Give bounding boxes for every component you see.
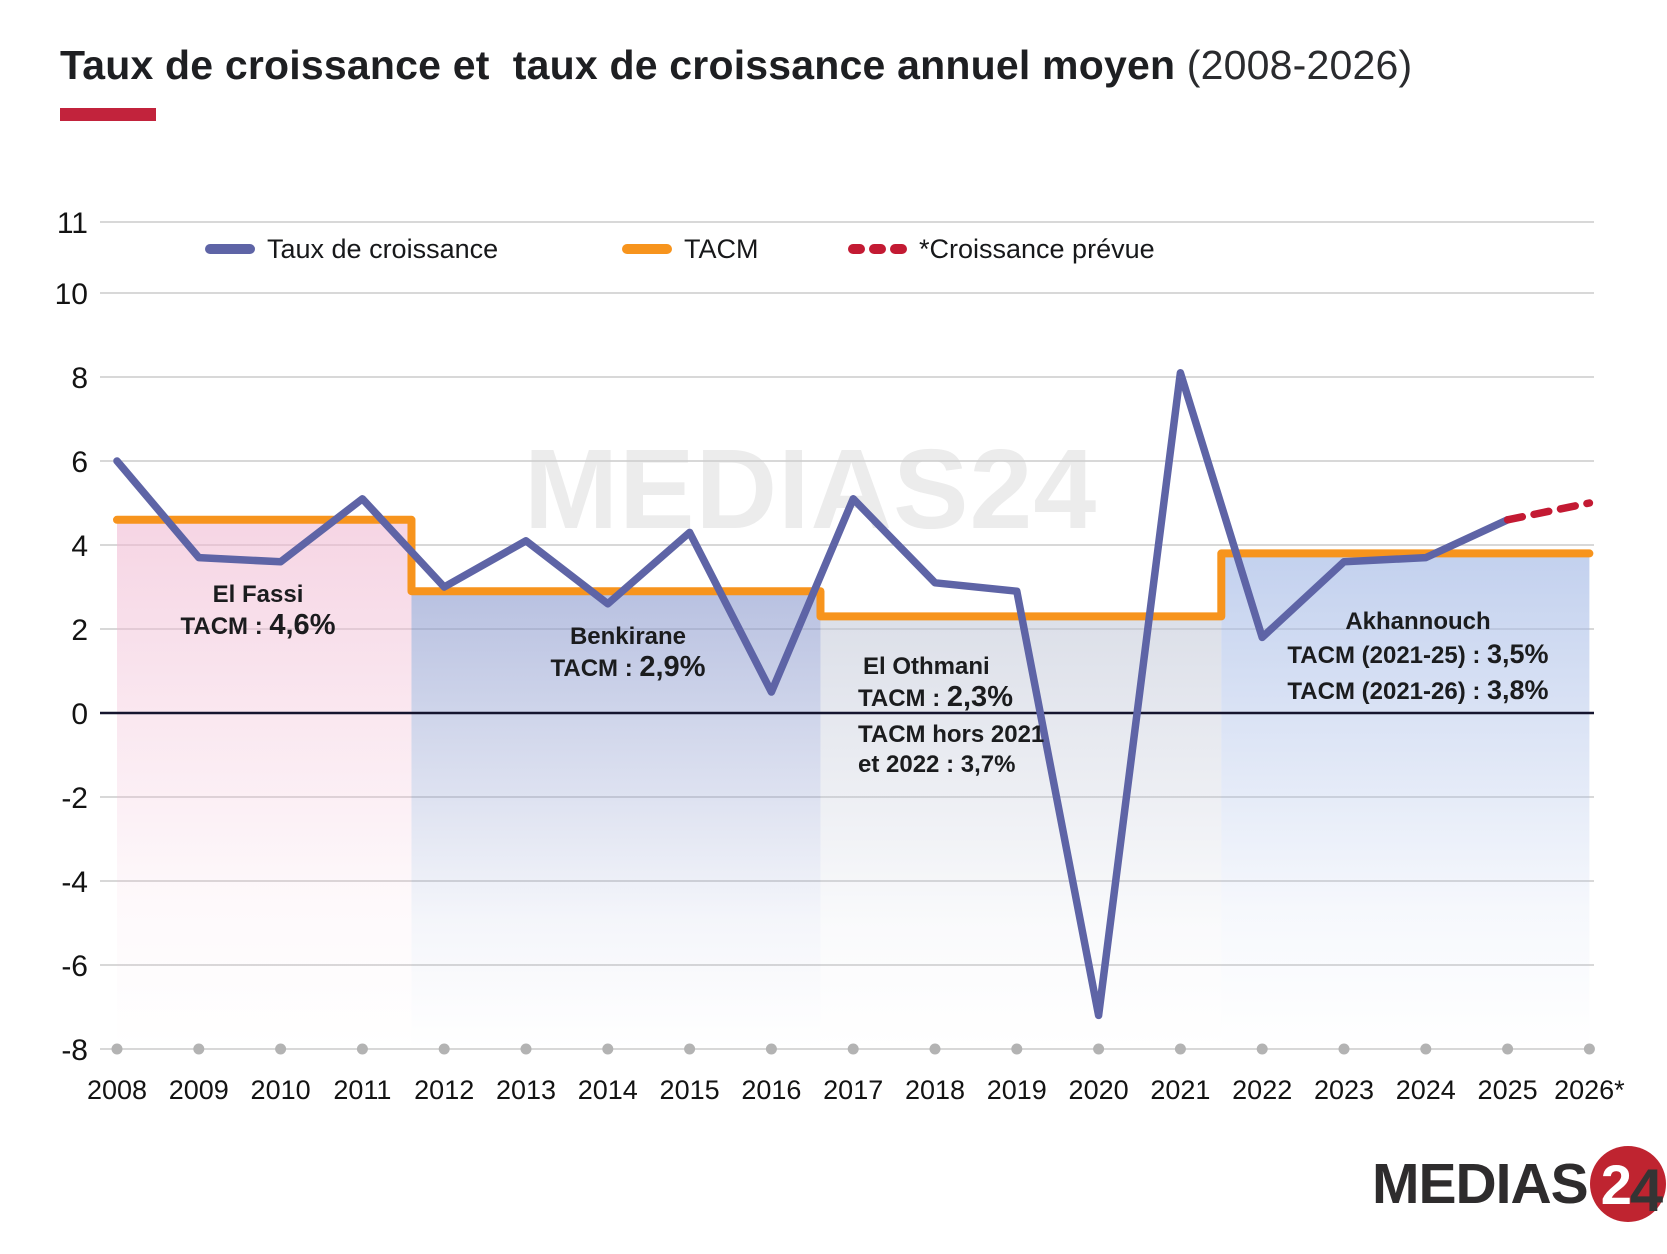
page-title: Taux de croissance et taux de croissance…	[60, 42, 1412, 89]
svg-text:2021: 2021	[1150, 1075, 1210, 1105]
el-fassi-name: El Fassi	[212, 581, 304, 608]
title-period: (2008-2026)	[1186, 42, 1413, 88]
svg-text:2022: 2022	[1232, 1075, 1292, 1105]
el-othmani-note-line1: TACM hors 2021	[858, 721, 1045, 748]
annotation-el-fassi: El Fassi TACM : 4,6%	[128, 580, 388, 642]
svg-text:2024: 2024	[1396, 1075, 1456, 1105]
legend-label-tacm: TACM	[684, 233, 759, 264]
region-shading	[117, 519, 1590, 1049]
forecast-dashed-swatch-icon	[848, 244, 907, 254]
el-fassi-tacm-value: 4,6%	[269, 609, 336, 641]
svg-text:2012: 2012	[414, 1075, 474, 1105]
legend-label-forecast: *Croissance prévue	[919, 233, 1155, 264]
svg-text:-6: -6	[61, 950, 88, 983]
el-othmani-note-line2: et 2022 : 3,7%	[858, 751, 1016, 778]
svg-text:2015: 2015	[660, 1075, 720, 1105]
logo-24-badge: 2 4	[1589, 1146, 1666, 1224]
svg-text:2026*: 2026*	[1554, 1075, 1625, 1105]
growth-line	[113, 369, 1512, 1020]
svg-text:2010: 2010	[251, 1075, 311, 1105]
akhannouch-tacm1-label: TACM (2021-25) :	[1287, 642, 1488, 669]
medias24-watermark: MEDIAS24	[524, 426, 1098, 552]
annotation-akhannouch: Akhannouch TACM (2021-25) : 3,5% TACM (2…	[1245, 607, 1591, 707]
svg-text:10: 10	[55, 278, 88, 311]
svg-text:4: 4	[71, 530, 88, 563]
el-fassi-tacm-label: TACM :	[180, 613, 270, 640]
medias24-logo: MEDIAS 2 4	[1372, 1146, 1666, 1224]
title-main: Taux de croissance et taux de croissance…	[60, 42, 1176, 88]
legend-label-growth: Taux de croissance	[267, 233, 499, 264]
svg-text:-8: -8	[61, 1034, 88, 1067]
akhannouch-tacm2-value: 3,8%	[1487, 675, 1549, 705]
title-underline-bar	[60, 108, 156, 121]
svg-text:8: 8	[71, 362, 88, 395]
akhannouch-tacm2-label: TACM (2021-26) :	[1287, 678, 1488, 705]
benkirane-tacm-label: TACM :	[550, 655, 640, 682]
annotation-benkirane: Benkirane TACM : 2,9%	[498, 622, 758, 684]
logo-red-circle-icon	[1589, 1146, 1666, 1222]
el-othmani-name: El Othmani	[863, 653, 990, 680]
benkirane-tacm-value: 2,9%	[639, 651, 706, 683]
x-axis-labels: 2008 2009 2010 2011 2012 2013 2014 2015 2016 2017…	[87, 1075, 1625, 1105]
annotation-el-othmani: El Othmani TACM : 2,3% TACM hors 2021 et…	[858, 652, 1158, 780]
akhannouch-name: Akhannouch	[1345, 608, 1491, 635]
akhannouch-tacm1-value: 3,5%	[1487, 639, 1549, 669]
year-dots	[111, 1043, 1595, 1055]
svg-text:2023: 2023	[1314, 1075, 1374, 1105]
svg-text:2009: 2009	[169, 1075, 229, 1105]
svg-text:-2: -2	[61, 782, 88, 815]
el-othmani-tacm-label: TACM :	[858, 685, 947, 712]
svg-text:2019: 2019	[987, 1075, 1047, 1105]
svg-text:0: 0	[71, 698, 88, 731]
svg-text:2014: 2014	[578, 1075, 638, 1105]
legend-item-growth: Taux de croissance	[205, 232, 498, 266]
y-axis-labels: 11 10 8 6 4 2 0 -2 -4 -6 -8	[55, 207, 88, 1067]
svg-text:2017: 2017	[823, 1075, 883, 1105]
svg-text:2013: 2013	[496, 1075, 556, 1105]
logo-wordmark: MEDIAS	[1372, 1152, 1589, 1216]
svg-text:2025: 2025	[1478, 1075, 1538, 1105]
forecast-dashed-line	[1503, 499, 1594, 524]
svg-text:2016: 2016	[741, 1075, 801, 1105]
svg-text:2008: 2008	[87, 1075, 147, 1105]
svg-text:11: 11	[57, 207, 88, 240]
el-othmani-tacm-value: 2,3%	[946, 681, 1013, 713]
svg-text:2011: 2011	[333, 1075, 391, 1105]
growth-line-swatch-icon	[205, 244, 255, 254]
logo-digit-4: 4	[1629, 1157, 1664, 1224]
svg-text:6: 6	[71, 446, 88, 479]
tacm-step-line	[113, 515, 1594, 621]
svg-text:2018: 2018	[905, 1075, 965, 1105]
svg-text:2020: 2020	[1069, 1075, 1129, 1105]
svg-text:2: 2	[71, 614, 88, 647]
tacm-line-swatch-icon	[622, 244, 672, 254]
svg-text:-4: -4	[61, 866, 88, 899]
logo-digit-2: 2	[1600, 1153, 1632, 1216]
legend-item-forecast: *Croissance prévue	[848, 232, 1155, 266]
legend-item-tacm: TACM	[622, 232, 759, 266]
benkirane-name: Benkirane	[569, 623, 687, 650]
